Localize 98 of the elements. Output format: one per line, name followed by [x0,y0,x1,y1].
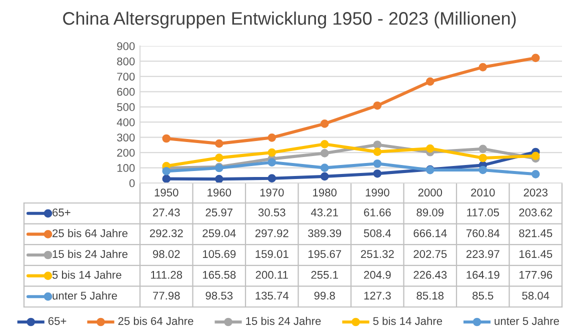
x-tick-label: 2000 [418,188,442,196]
point [373,140,382,149]
point [478,144,488,154]
data-label: 61.66 [364,208,391,216]
point [162,166,171,176]
data-label: 200.11 [256,270,288,279]
point [268,148,276,157]
point [214,154,224,162]
x-tick-label: 2023 [524,188,548,196]
point [426,77,434,86]
point [162,174,171,183]
x-tick-label: 1970 [260,188,284,196]
data-label: 297.92 [255,229,288,238]
data-label: 77.98 [153,292,180,300]
point [268,133,276,142]
data-label: 30.53 [258,208,286,216]
legend-label: 25 bis 64 Jahre [52,229,128,238]
point [268,174,276,183]
data-label: 135.74 [256,292,289,300]
x-tick-label: 1950 [154,188,178,196]
data-label: 255.1 [311,270,338,279]
point [320,120,329,128]
legend-label: 65+ [52,208,70,216]
point [531,54,540,62]
data-label: 177.96 [519,270,552,279]
data-label: 508.4 [364,229,391,238]
data-label: 760.84 [466,229,500,238]
point [373,148,382,156]
data-label: 99.8 [314,292,335,300]
data-label: 203.62 [519,208,552,216]
data-label: 226.43 [414,270,447,279]
text: unter 5 Jahre [494,316,559,325]
legend-label: 15 bis 24 Jahre [52,250,128,258]
data-label: 251.32 [360,250,394,258]
y-tick-label: 400 [116,118,135,126]
data-label: 43.21 [310,208,338,216]
point [214,174,224,183]
point [531,152,540,160]
x-tick-label: 1960 [208,188,232,196]
data-label: 58.04 [522,292,550,300]
chart-title: China Altersgruppen Entwicklung 1950 - 2023 (Millionen) [63,12,516,28]
data-label: 117.05 [467,208,499,216]
legend-label: unter 5 Jahre [52,291,117,300]
data-label: 223.97 [466,250,500,258]
data-label: 85.18 [416,292,444,300]
y-tick-label: 500 [117,103,135,112]
data-label: 159.01 [256,250,288,258]
data-label: 27.43 [153,208,180,216]
point [373,169,382,178]
data-label: 165.58 [202,270,236,279]
point [162,134,171,143]
point [268,158,276,167]
point [214,139,224,148]
point [478,63,488,72]
data-label: 292.32 [150,229,183,238]
data-label: 98.02 [152,250,180,258]
point [426,144,434,153]
point [320,149,329,158]
point [478,154,488,162]
point [320,164,329,172]
data-label: 98.53 [206,292,233,300]
data-label: 161.45 [519,250,552,258]
legend-label: 5 bis 14 Jahre [52,270,122,279]
x-tick-label: 1990 [366,188,390,196]
data-label: 89.09 [416,208,444,216]
data-label: 25.97 [206,208,232,216]
data-label: 821.45 [519,229,552,238]
x-tick-label: 1980 [313,188,337,196]
data-label: 105.69 [202,250,236,258]
y-tick-label: 800 [117,57,135,66]
data-label: 164.19 [466,270,500,279]
point [373,159,382,168]
text: 15 bis 24 Jahre [246,316,321,325]
x-tick-label: 2010 [471,188,495,196]
point [373,101,382,110]
point [478,166,488,174]
y-tick-label: 200 [117,148,135,157]
y-tick-label: 700 [117,72,135,81]
y-tick-label: 0 [129,179,135,188]
data-label: 204.9 [364,270,391,279]
text: 25 bis 64 Jahre [118,316,194,325]
data-label: 202.75 [414,250,447,258]
point [320,140,329,148]
y-tick-label: 600 [117,88,135,96]
data-label: 195.67 [308,250,342,258]
point [320,172,329,181]
data-label: 85.5 [472,292,494,300]
text: 65+ [48,317,66,325]
data-label: 259.04 [202,229,236,238]
data-label: 666.14 [414,229,447,238]
text: 5 bis 14 Jahre [373,316,442,325]
data-label: 111.28 [151,270,182,279]
y-tick-label: 300 [117,134,135,142]
y-tick-label: 900 [117,42,135,50]
y-tick-label: 100 [117,164,135,172]
data-label: 389.39 [308,229,342,238]
point [531,170,540,178]
data-label: 127.3 [364,292,391,300]
